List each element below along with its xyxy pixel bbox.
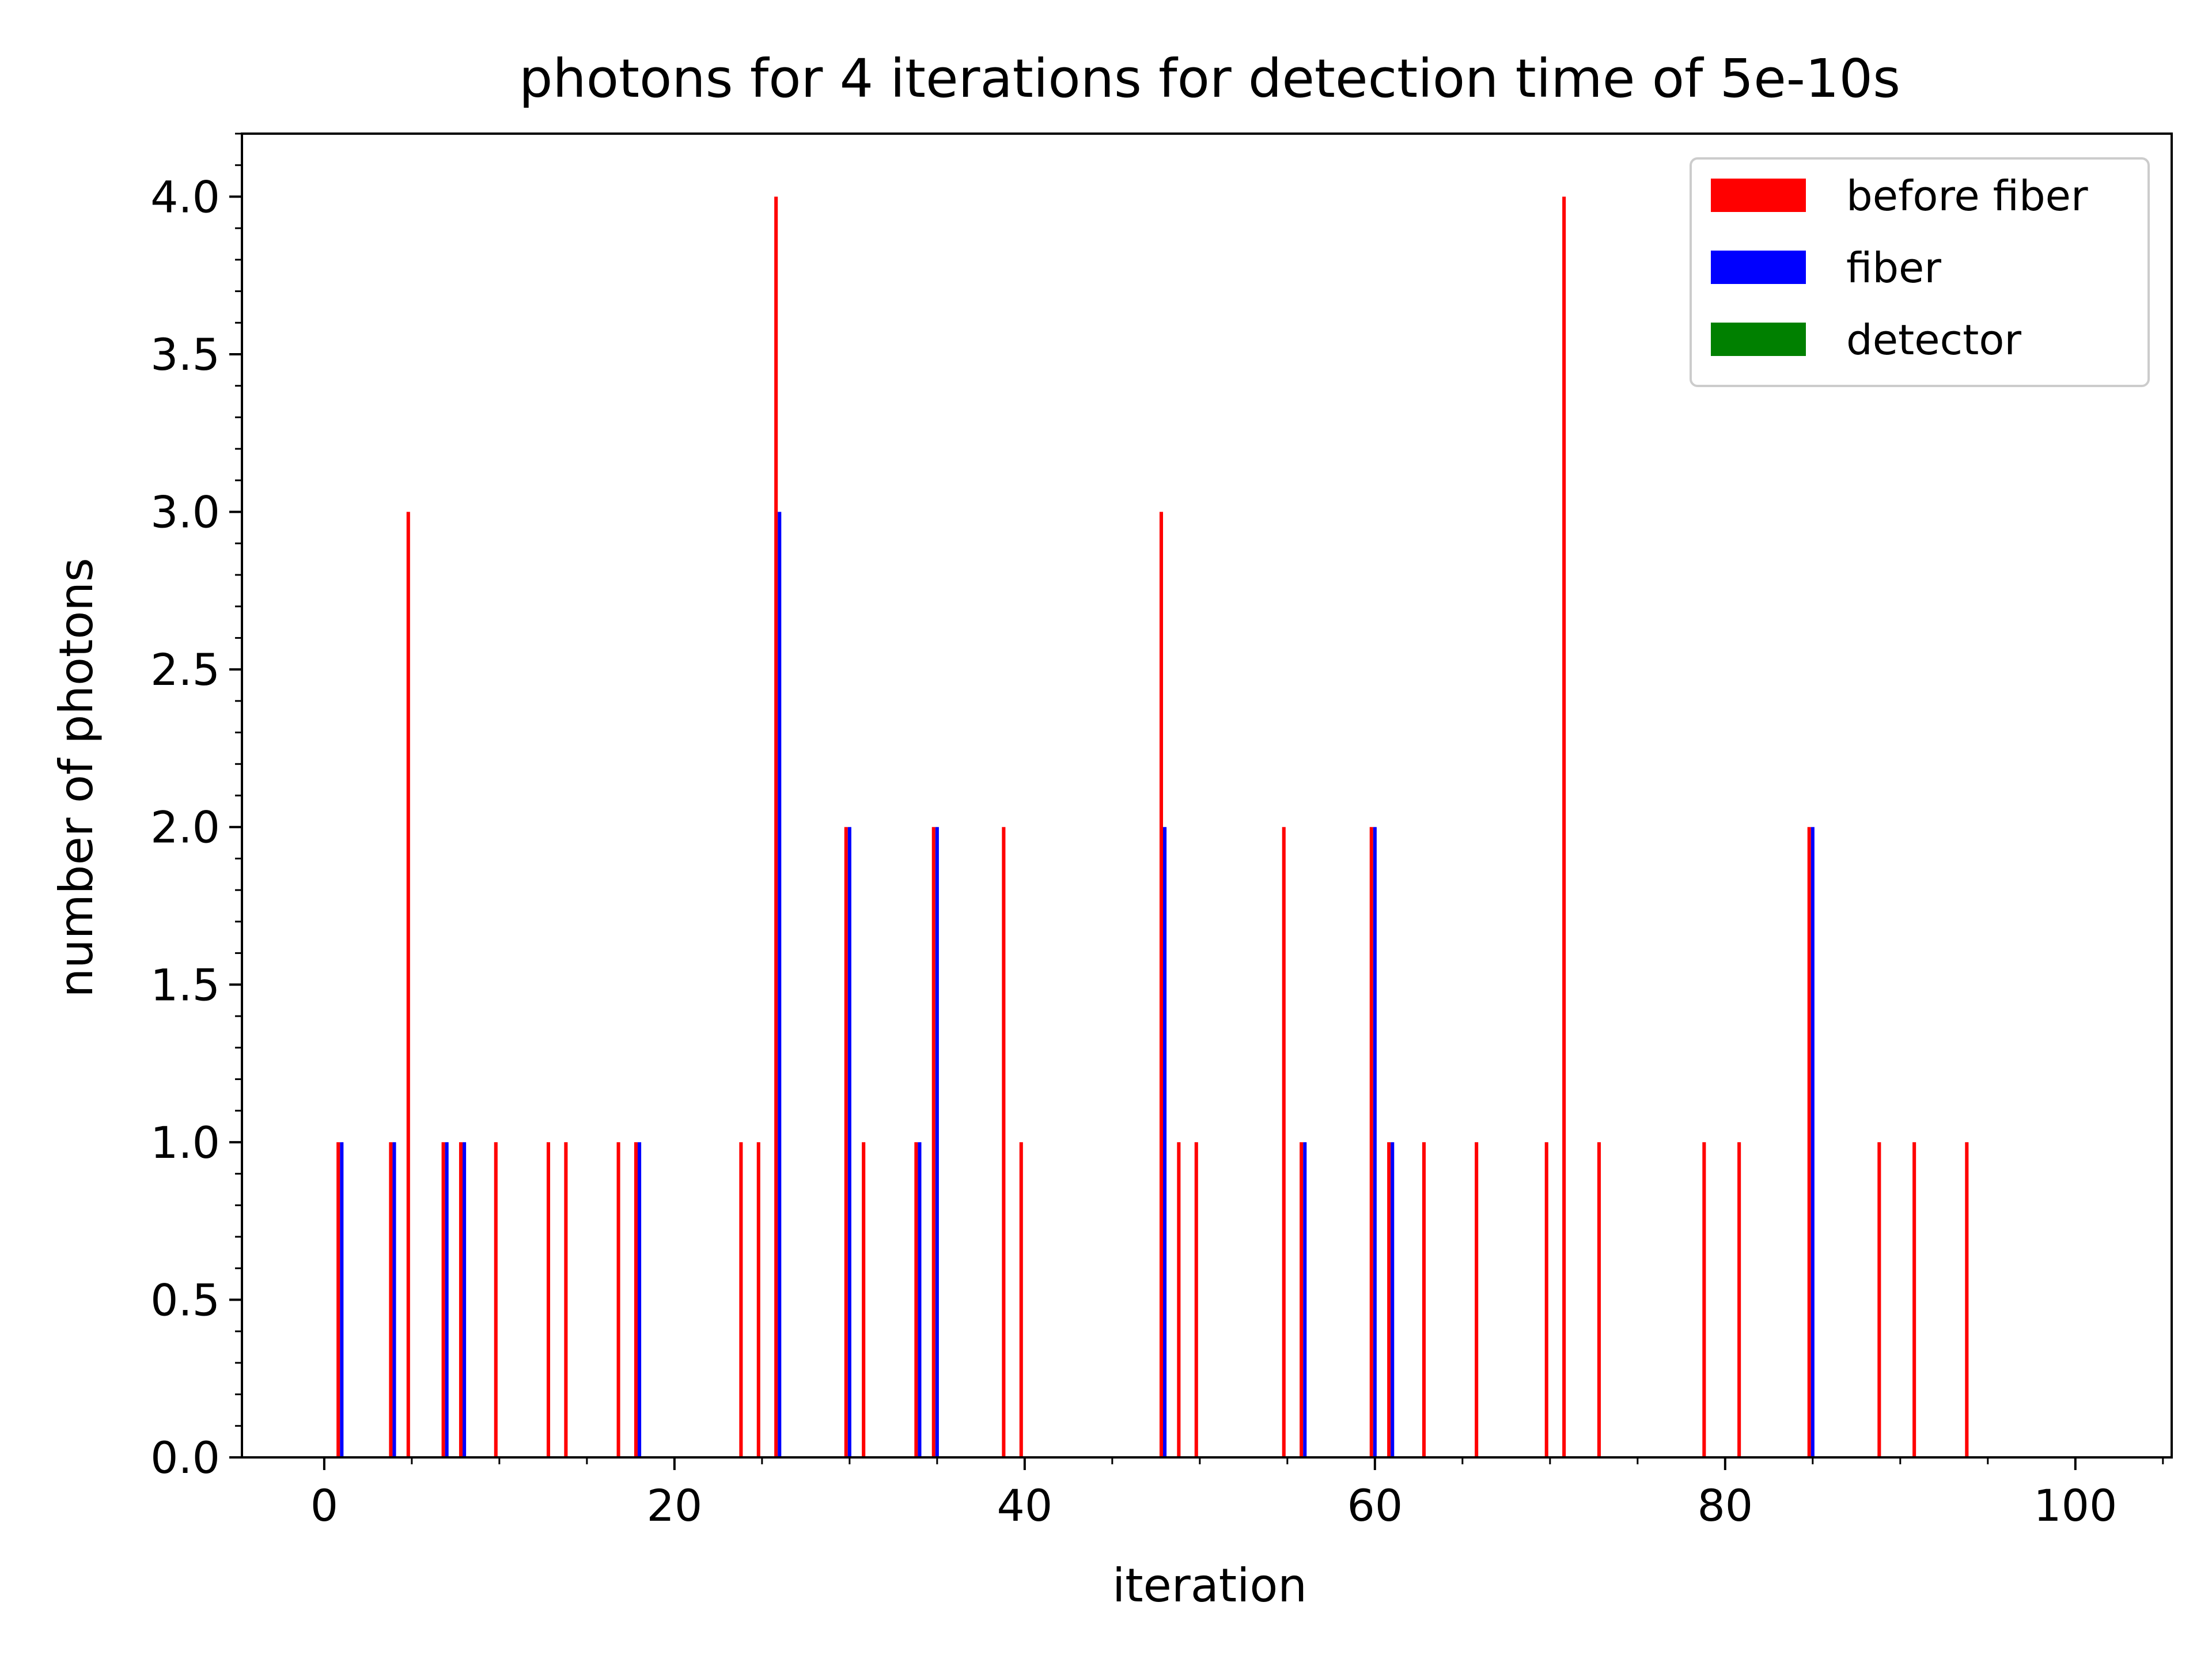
x-tick-label: 0 bbox=[310, 1480, 338, 1531]
bar-fiber-8 bbox=[463, 1142, 467, 1457]
y-axis: 0.0 0.5 1.0 1.5 2.0 2.5 3.0 3.5 4.0 bbox=[150, 132, 242, 1483]
x-tick-label: 100 bbox=[2033, 1480, 2117, 1531]
bar-before-fiber-73 bbox=[1597, 1142, 1601, 1457]
bar-before-fiber-4 bbox=[389, 1142, 393, 1457]
y-tick-label: 4.0 bbox=[150, 171, 220, 222]
bar-before-fiber-94 bbox=[1965, 1142, 1969, 1457]
x-tick-label: 20 bbox=[647, 1480, 703, 1531]
y-tick-label: 3.0 bbox=[150, 487, 220, 538]
bar-fiber-60 bbox=[1373, 827, 1377, 1457]
bar-before-fiber-40 bbox=[1019, 1142, 1023, 1457]
x-axis: 0 20 40 60 80 100 bbox=[310, 1457, 2164, 1531]
y-tick-label: 1.0 bbox=[150, 1117, 220, 1168]
bar-before-fiber-35 bbox=[931, 827, 935, 1457]
y-axis-label: number of photons bbox=[50, 558, 103, 997]
y-tick-label: 0.5 bbox=[150, 1274, 220, 1325]
y-tick-label: 3.5 bbox=[150, 329, 220, 380]
bar-before-fiber-17 bbox=[616, 1142, 620, 1457]
x-tick-label: 60 bbox=[1347, 1480, 1403, 1531]
bar-before-fiber-60 bbox=[1369, 827, 1373, 1457]
x-tick-label: 80 bbox=[1697, 1480, 1753, 1531]
x-axis-label: iteration bbox=[1112, 1559, 1307, 1612]
bar-before-fiber-49 bbox=[1177, 1142, 1181, 1457]
bar-before-fiber-61 bbox=[1387, 1142, 1391, 1457]
legend-label-before-fiber: before fiber bbox=[1846, 172, 2088, 220]
bar-before-fiber-13 bbox=[546, 1142, 551, 1457]
legend-label-detector: detector bbox=[1846, 316, 2021, 364]
bar-fiber-4 bbox=[392, 1142, 396, 1457]
bar-before-fiber-31 bbox=[862, 1142, 866, 1457]
bar-before-fiber-91 bbox=[1912, 1142, 1916, 1457]
legend: before fiber fiber detector bbox=[1690, 157, 2150, 387]
bar-before-fiber-18 bbox=[634, 1142, 638, 1457]
bar-before-fiber-39 bbox=[1002, 827, 1006, 1457]
bar-before-fiber-63 bbox=[1422, 1142, 1426, 1457]
bar-before-fiber-70 bbox=[1544, 1142, 1548, 1457]
bar-before-fiber-26 bbox=[774, 196, 778, 1458]
bar-before-fiber-34 bbox=[914, 1142, 918, 1457]
bar-fiber-7 bbox=[445, 1142, 449, 1457]
bar-before-fiber-5 bbox=[406, 512, 410, 1457]
bar-before-fiber-55 bbox=[1282, 827, 1286, 1457]
bar-fiber-18 bbox=[638, 1142, 642, 1457]
bar-before-fiber-7 bbox=[441, 1142, 445, 1457]
bar-before-fiber-1 bbox=[336, 1142, 340, 1457]
bar-before-fiber-71 bbox=[1562, 196, 1566, 1458]
y-tick-label: 2.5 bbox=[150, 644, 220, 695]
bar-before-fiber-25 bbox=[756, 1142, 760, 1457]
bar-fiber-56 bbox=[1303, 1142, 1307, 1457]
legend-swatch-before-fiber bbox=[1711, 179, 1806, 212]
bar-before-fiber-66 bbox=[1475, 1142, 1479, 1457]
legend-label-fiber: fiber bbox=[1846, 244, 1941, 292]
bar-before-fiber-48 bbox=[1159, 512, 1164, 1457]
legend-swatch-detector bbox=[1711, 323, 1806, 356]
y-tick-label: 1.5 bbox=[150, 959, 220, 1010]
bar-before-fiber-50 bbox=[1194, 1142, 1198, 1457]
y-tick-label: 0.0 bbox=[150, 1432, 220, 1483]
x-tick-label: 40 bbox=[997, 1480, 1052, 1531]
bar-fiber-48 bbox=[1163, 827, 1167, 1457]
bar-fiber-34 bbox=[918, 1142, 922, 1457]
bar-before-fiber-79 bbox=[1702, 1142, 1706, 1457]
bar-fiber-35 bbox=[935, 827, 939, 1457]
bar-before-fiber-8 bbox=[459, 1142, 463, 1457]
bar-before-fiber-14 bbox=[564, 1142, 568, 1457]
legend-swatch-fiber bbox=[1711, 251, 1806, 284]
y-tick-label: 2.0 bbox=[150, 802, 220, 853]
bar-before-fiber-89 bbox=[1877, 1142, 1881, 1457]
bar-before-fiber-30 bbox=[844, 827, 848, 1457]
bars-layer bbox=[336, 196, 1969, 1458]
bar-before-fiber-56 bbox=[1300, 1142, 1304, 1457]
bar-fiber-30 bbox=[847, 827, 851, 1457]
bar-fiber-26 bbox=[778, 512, 782, 1457]
plot-frame bbox=[241, 132, 2173, 1459]
bar-before-fiber-24 bbox=[739, 1142, 743, 1457]
bar-fiber-85 bbox=[1810, 827, 1815, 1457]
chart-title: photons for 4 iterations for detection t… bbox=[519, 48, 1900, 109]
bar-before-fiber-81 bbox=[1737, 1142, 1741, 1457]
bar-fiber-1 bbox=[340, 1142, 344, 1457]
bar-before-fiber-10 bbox=[494, 1142, 498, 1457]
bar-before-fiber-85 bbox=[1807, 827, 1811, 1457]
bar-fiber-61 bbox=[1391, 1142, 1395, 1457]
